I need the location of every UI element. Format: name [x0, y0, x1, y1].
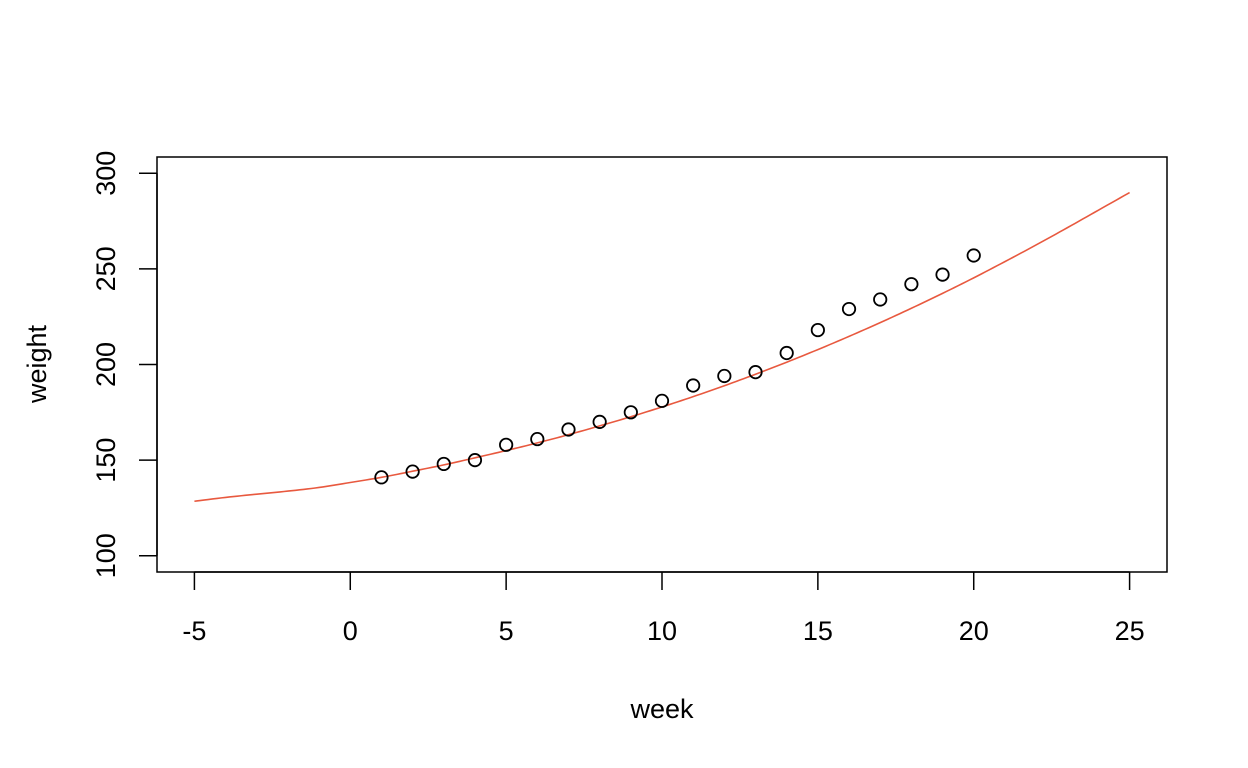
y-axis: 100 150 200 250 300	[91, 151, 158, 578]
y-tick-label: 100	[91, 533, 121, 578]
x-tick-label: 25	[1115, 616, 1145, 646]
x-axis-title: week	[629, 694, 694, 724]
data-point	[561, 422, 576, 437]
data-points	[374, 248, 981, 485]
data-point	[873, 292, 888, 307]
data-point	[623, 405, 638, 420]
data-point	[841, 301, 857, 317]
data-point	[530, 431, 545, 447]
data-point	[499, 437, 514, 452]
data-point	[779, 345, 794, 361]
data-point	[717, 368, 732, 384]
x-tick-label: -5	[182, 616, 206, 646]
data-point	[748, 365, 763, 380]
x-tick-label: 10	[647, 616, 677, 646]
data-point	[686, 378, 701, 393]
plot-frame	[156, 156, 1168, 573]
data-point	[467, 453, 483, 468]
y-tick-label: 200	[91, 342, 121, 387]
data-point	[904, 277, 919, 292]
x-tick-label: 0	[343, 616, 358, 646]
data-point	[592, 414, 607, 429]
data-point	[405, 464, 420, 479]
y-tick-label: 300	[91, 151, 121, 196]
x-axis: -5 0 5 10 15 20 25	[182, 571, 1145, 646]
x-tick-label: 20	[959, 616, 989, 646]
y-tick-label: 250	[91, 246, 121, 291]
data-point	[966, 248, 981, 263]
x-tick-label: 5	[499, 616, 514, 646]
fit-curve	[194, 191, 1130, 503]
data-point	[935, 267, 950, 282]
data-point	[810, 322, 825, 338]
data-point	[654, 393, 670, 408]
data-point	[374, 470, 389, 485]
x-tick-label: 15	[803, 616, 833, 646]
y-tick-label: 150	[91, 438, 121, 483]
data-point	[436, 456, 451, 472]
y-axis-title: weight	[22, 324, 52, 404]
